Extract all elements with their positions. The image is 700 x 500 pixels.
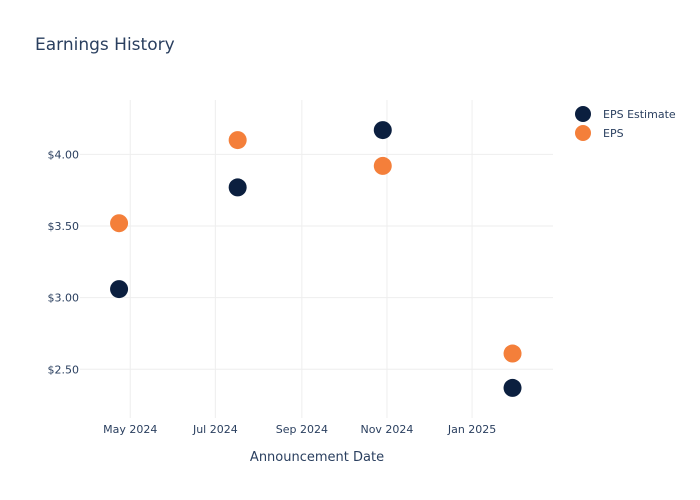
legend: EPS Estimate EPS — [575, 106, 676, 141]
x-tick-label: Jul 2024 — [192, 423, 238, 436]
y-tick-label: $4.00 — [48, 148, 80, 161]
x-gridlines — [129, 100, 473, 418]
legend-marker-eps-estimate[interactable] — [575, 106, 591, 122]
x-axis-ticks: May 2024 Jul 2024 Sep 2024 Nov 2024 Jan 2025 — [103, 423, 496, 436]
y-axis-ticks: $2.50 $3.00 $3.50 $4.00 — [48, 148, 80, 376]
legend-label-eps[interactable]: EPS — [603, 127, 624, 140]
chart-title: Earnings History — [35, 35, 175, 55]
eps-point[interactable] — [373, 156, 392, 175]
y-tick-label: $2.50 — [48, 363, 80, 376]
eps-estimate-point[interactable] — [503, 378, 522, 397]
eps-estimate-point[interactable] — [228, 178, 247, 197]
data-points — [110, 121, 522, 397]
eps-estimate-point[interactable] — [373, 121, 392, 140]
x-tick-label: Sep 2024 — [276, 423, 328, 436]
x-tick-label: May 2024 — [103, 423, 157, 436]
legend-label-eps-estimate[interactable]: EPS Estimate — [603, 108, 676, 121]
x-tick-label: Nov 2024 — [360, 423, 413, 436]
eps-estimate-point[interactable] — [110, 280, 129, 299]
x-axis-label: Announcement Date — [250, 450, 384, 465]
eps-point[interactable] — [110, 214, 129, 233]
y-tick-label: $3.50 — [48, 220, 80, 233]
y-tick-label: $3.00 — [48, 292, 80, 305]
x-tick-label: Jan 2025 — [447, 423, 496, 436]
eps-point[interactable] — [503, 344, 522, 363]
legend-marker-eps[interactable] — [575, 125, 591, 141]
y-gridlines — [80, 153, 553, 370]
eps-point[interactable] — [228, 131, 247, 150]
